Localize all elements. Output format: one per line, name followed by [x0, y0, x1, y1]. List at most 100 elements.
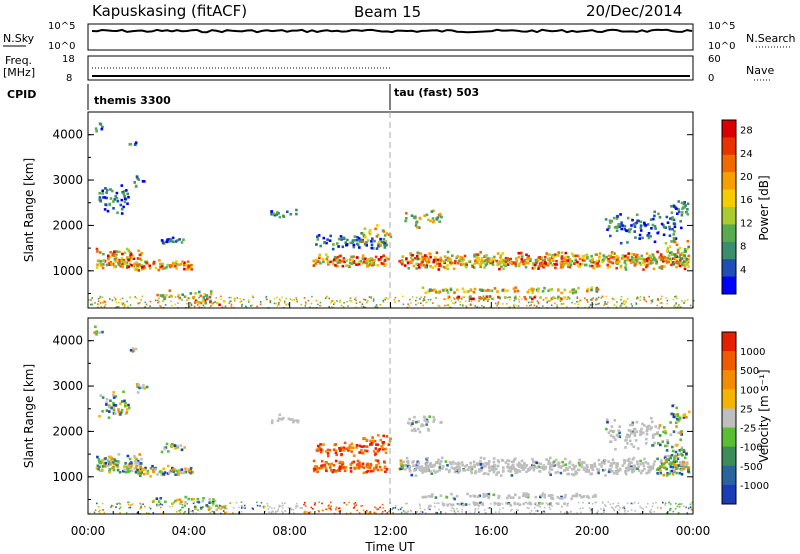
echo-cell — [525, 470, 528, 474]
echo-cell — [678, 506, 681, 508]
echo-cell — [643, 299, 645, 301]
echo-cell — [126, 256, 129, 259]
echo-cell — [516, 289, 520, 293]
echo-cell — [549, 299, 552, 302]
echo-cell — [540, 494, 543, 497]
echo-cell — [597, 260, 600, 263]
echo-cell — [326, 255, 329, 259]
echo-cell — [209, 511, 211, 514]
echo-cell — [653, 256, 656, 259]
echo-cell — [548, 468, 552, 471]
echo-cell — [438, 262, 442, 265]
echo-cell — [340, 238, 343, 241]
echo-cell — [567, 512, 569, 514]
echo-cell — [679, 253, 682, 256]
echo-cell — [670, 211, 674, 214]
echo-cell — [382, 300, 384, 302]
echo-cell — [140, 504, 143, 506]
echo-cell — [427, 506, 430, 509]
echo-cell — [137, 511, 139, 514]
colorbar-tick-label: -100 — [740, 443, 763, 454]
echo-cell — [643, 260, 647, 263]
echo-cell — [583, 259, 586, 262]
echo-cell — [443, 505, 445, 507]
echo-cell — [478, 511, 480, 513]
echo-cell — [608, 265, 612, 268]
echo-cell — [114, 299, 117, 302]
echo-cell — [683, 254, 686, 257]
echo-cell — [539, 264, 542, 267]
echo-cell — [166, 472, 170, 475]
echo-cell — [553, 263, 556, 266]
echo-cell — [109, 255, 112, 259]
echo-cell — [552, 460, 556, 463]
echo-cell — [126, 192, 129, 196]
echo-cell — [119, 503, 121, 505]
echo-cell — [422, 257, 426, 261]
echo-cell — [645, 265, 648, 269]
echo-cell — [461, 463, 464, 467]
echo-cell — [665, 467, 668, 471]
echo-cell — [675, 502, 677, 505]
echo-cell — [380, 262, 384, 265]
echo-cell — [659, 471, 662, 475]
echo-cell — [639, 220, 643, 224]
echo-cell — [495, 467, 498, 471]
echo-cell — [682, 414, 685, 417]
echo-cell — [588, 306, 591, 308]
echo-cell — [681, 299, 683, 302]
echo-cell — [353, 235, 357, 238]
echo-cell — [156, 504, 159, 506]
echo-cell — [425, 264, 429, 267]
echo-cell — [163, 296, 167, 300]
echo-cell — [513, 290, 517, 293]
echo-cell — [352, 255, 355, 258]
echo-cell — [337, 237, 341, 241]
echo-cell — [361, 240, 365, 244]
echo-cell — [291, 299, 293, 301]
echo-cell — [354, 298, 356, 300]
echo-cell — [559, 471, 563, 475]
echo-cell — [240, 510, 243, 513]
echo-cell — [650, 420, 654, 424]
echo-cell — [481, 304, 483, 307]
echo-cell — [666, 512, 668, 514]
echo-cell — [362, 436, 366, 440]
echo-cell — [606, 263, 609, 267]
echo-cell — [647, 236, 651, 240]
echo-cell — [141, 295, 144, 298]
echo-cell — [676, 417, 679, 421]
echo-cell — [668, 501, 670, 504]
echo-cell — [514, 295, 517, 298]
echo-cell — [453, 291, 456, 294]
echo-cell — [235, 501, 238, 504]
echo-cell — [612, 256, 615, 259]
echo-cell — [497, 495, 501, 498]
echo-cell — [617, 433, 621, 437]
echo-cell — [375, 464, 378, 467]
echo-cell — [303, 503, 305, 506]
echo-cell — [416, 463, 420, 466]
echo-cell — [358, 240, 362, 243]
echo-cell — [360, 240, 363, 243]
echo-cell — [202, 299, 205, 303]
echo-cell — [623, 507, 626, 510]
echo-cell — [491, 465, 494, 468]
echo-cell — [178, 510, 180, 512]
echo-cell — [469, 288, 473, 291]
echo-cell — [161, 264, 164, 268]
echo-cell — [460, 298, 463, 300]
echo-cell — [615, 266, 618, 270]
echo-cell — [633, 427, 637, 431]
echo-cell — [420, 423, 424, 426]
echo-cell — [353, 466, 356, 470]
echo-cell — [407, 510, 410, 513]
echo-cell — [648, 295, 650, 298]
echo-cell — [441, 503, 445, 506]
echo-cell — [562, 302, 565, 305]
echo-cell — [291, 508, 293, 511]
echo-cell — [683, 505, 685, 507]
echo-cell — [597, 471, 600, 475]
echo-cell — [679, 220, 682, 223]
echo-cell — [136, 265, 139, 269]
